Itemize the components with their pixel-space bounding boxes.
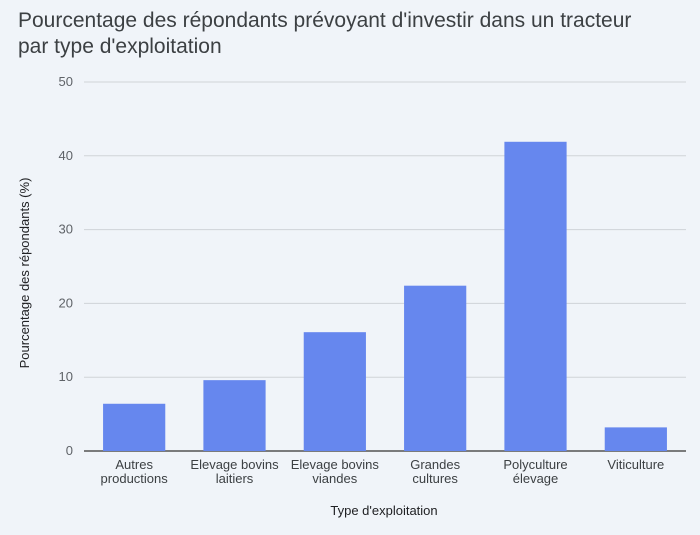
x-tick-label: Elevage bovins viandes	[291, 457, 380, 486]
y-tick-label: 20	[59, 295, 73, 310]
x-tick-label: Viticulture	[607, 457, 664, 472]
y-axis-title: Pourcentage des répondants (%)	[17, 178, 32, 369]
chart-title: Pourcentage des répondants prévoyant d'i…	[18, 9, 632, 58]
bar	[604, 427, 667, 451]
y-tick-label: 0	[66, 443, 73, 458]
x-tick-label: Grandes cultures	[410, 457, 460, 486]
x-tick-label: Polyculture élevage	[503, 457, 567, 486]
bar	[404, 285, 467, 451]
y-tick-label: 50	[59, 74, 73, 89]
x-axis-title: Type d'exploitation	[330, 503, 437, 518]
labels: 0 10 20 30 40 50 Autres productions Elevage bovi…	[59, 74, 665, 486]
x-tick-label: Elevage bovins laitiers	[190, 457, 279, 486]
bar	[203, 380, 266, 451]
x-tick-label: Autres productions	[101, 457, 169, 486]
y-tick-label: 30	[59, 222, 73, 237]
bar	[303, 332, 366, 451]
y-tick-label: 10	[59, 369, 73, 384]
bar	[504, 141, 567, 451]
gridlines	[84, 81, 686, 452]
y-tick-label: 40	[59, 148, 73, 163]
bars	[103, 141, 667, 451]
bar	[103, 403, 166, 451]
